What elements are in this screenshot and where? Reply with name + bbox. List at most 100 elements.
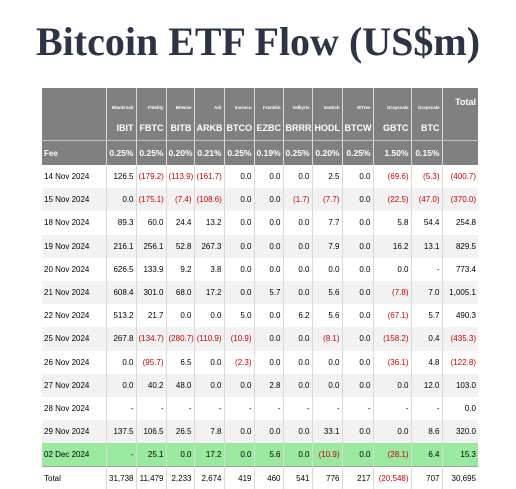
table-row: 02 Dec 2024-25.1 0.0 17.2 0.0 5.6 0.0 (10.9) 0.… [42,443,478,467]
flow-cell: (7.7) [312,188,343,212]
flow-cell: (1.7) [283,188,313,212]
ticker-header: BTCW [342,116,374,141]
flow-cell: 6.5 [166,350,195,374]
ticker-header: ARKB [194,116,225,141]
fee-cell: 0.25% [342,140,374,165]
date-cell: 15 Nov 2024 [42,188,107,212]
issuer-name: Blackrock [106,88,137,116]
fee-header-row: Fee 0.25% 0.25% 0.20% 0.21% 0.25% 0.19% 0.25% 0… [42,140,478,165]
fee-cell: 0.19% [254,140,284,165]
flow-cell: 256.1 [136,234,167,258]
flow-cell: 0.0 [283,257,313,281]
flow-cell: 26.5 [166,420,195,444]
flow-cell: 0.0 [342,257,374,281]
flow-cell: 0.0 [342,443,374,467]
flow-cell: 0.0 [254,165,284,189]
flow-cell: 608.4 [106,280,137,305]
flow-cell: 0.0 [224,443,255,467]
flow-cell: 0.0 [224,188,255,212]
flow-cell: (110.9) [194,327,225,351]
flow-cell: 513.2 [106,304,137,328]
flow-cell: 5.8 [373,211,412,235]
flow-cell: (7.8) [373,280,412,305]
flow-cell: - [194,396,225,421]
flow-cell: 126.5 [106,165,137,189]
issuer-name: WTree [342,88,374,116]
flow-cell: 0.0 [106,188,137,212]
ticker-header: FBTC [136,116,167,141]
total-column-header: Total [442,88,478,116]
row-total-cell: (400.7) [442,165,478,189]
flow-cell: 6.4 [411,443,443,467]
flow-cell: - [373,396,412,421]
ticker-header: GBTC [373,116,412,141]
ticker-header-row: IBIT FBTC BITB ARKB BTCO EZBC BRRR HODL BTCW GBTC… [42,116,478,141]
table-row: 28 Nov 2024- - - - - - - - - - -0.0 [42,396,478,421]
flow-cell: 3.8 [194,257,225,281]
flow-cell: 0.0 [312,257,343,281]
issuer-name: Bitwise [166,88,195,116]
date-cell: 28 Nov 2024 [42,396,107,421]
date-cell: 19 Nov 2024 [42,234,107,258]
flow-cell: (161.7) [194,165,225,189]
flow-cell: (36.1) [373,350,412,374]
flow-cell: 0.0 [312,373,343,397]
flow-cell: 0.0 [194,350,225,374]
flow-cell: 0.0 [254,211,284,235]
flow-cell: 267.8 [106,327,137,351]
flow-cell: (7.4) [166,188,195,212]
flow-cell: 68.0 [166,280,195,305]
table-row: 27 Nov 2024 0.0 40.2 48.0 0.0 0.0 2.8 0.0 0.0 0.0… [42,373,478,397]
flow-cell: 5.7 [254,280,284,305]
row-total-cell: 15.3 [442,443,478,467]
flow-cell: - [224,396,255,421]
flow-cell: 5.0 [224,304,255,328]
flow-cell: 9.2 [166,257,195,281]
flow-cell: (22.5) [373,188,412,212]
flow-cell: 0.0 [283,280,313,305]
table-row: 29 Nov 2024 137.5 106.5 26.5 7.8 0.0 0.0 0.0 33.… [42,420,478,444]
flow-cell: 0.0 [373,257,412,281]
flow-cell: 54.4 [411,211,443,235]
flow-cell: (179.2) [136,165,167,189]
flow-cell: 0.0 [283,234,313,258]
flow-cell: 4.8 [411,350,443,374]
flow-cell: - [254,396,284,421]
table-row: 14 Nov 2024 126.5 (179.2) (113.9) (161.7) 0.0… [42,165,478,189]
flow-cell: - [106,396,137,421]
table-row: 15 Nov 2024 0.0 (175.1) (7.4) (108.6) 0.0 0.0(… [42,188,478,212]
flow-cell: 0.0 [342,350,374,374]
flow-cell: 0.0 [254,188,284,212]
issuer-name: Ark [194,88,225,116]
flow-cell: 0.0 [283,443,313,467]
etf-flow-table: Blackrock Fidelity Bitwise Ark Invesco Frankl… [42,88,478,489]
table-body: 14 Nov 2024 126.5 (179.2) (113.9) (161.7) 0.0… [42,165,478,489]
ticker-header: BTCO [224,116,255,141]
flow-cell: 0.0 [342,188,374,212]
date-cell: 26 Nov 2024 [42,350,107,374]
issuer-name: Invesco [224,88,255,116]
flow-cell: (69.6) [373,165,412,189]
fee-cell: 0.20% [166,140,195,165]
flow-cell: 0.0 [224,373,255,397]
row-total-cell: 1,005.1 [442,280,478,305]
date-cell: 29 Nov 2024 [42,420,107,444]
flow-cell: 0.0 [342,165,374,189]
issuer-name: Fidelity [136,88,167,116]
ticker-header: BRRR [283,116,313,141]
flow-cell: 5.7 [411,304,443,328]
flow-cell: 0.0 [283,373,313,397]
flow-cell: 40.2 [136,373,167,397]
flow-cell: 0.0 [166,304,195,328]
flow-cell: (5.3) [411,165,443,189]
flow-cell: 137.5 [106,420,137,444]
flow-cell: 17.2 [194,280,225,305]
row-total-cell: 490.3 [442,304,478,328]
flow-cell: 60.0 [136,211,167,235]
ticker-header: BITB [166,116,195,141]
date-cell: 22 Nov 2024 [42,304,107,328]
flow-cell: 16.2 [373,234,412,258]
flow-cell: 89.3 [106,211,137,235]
flow-cell: 2.8 [254,373,284,397]
flow-cell: 0.0 [254,304,284,328]
